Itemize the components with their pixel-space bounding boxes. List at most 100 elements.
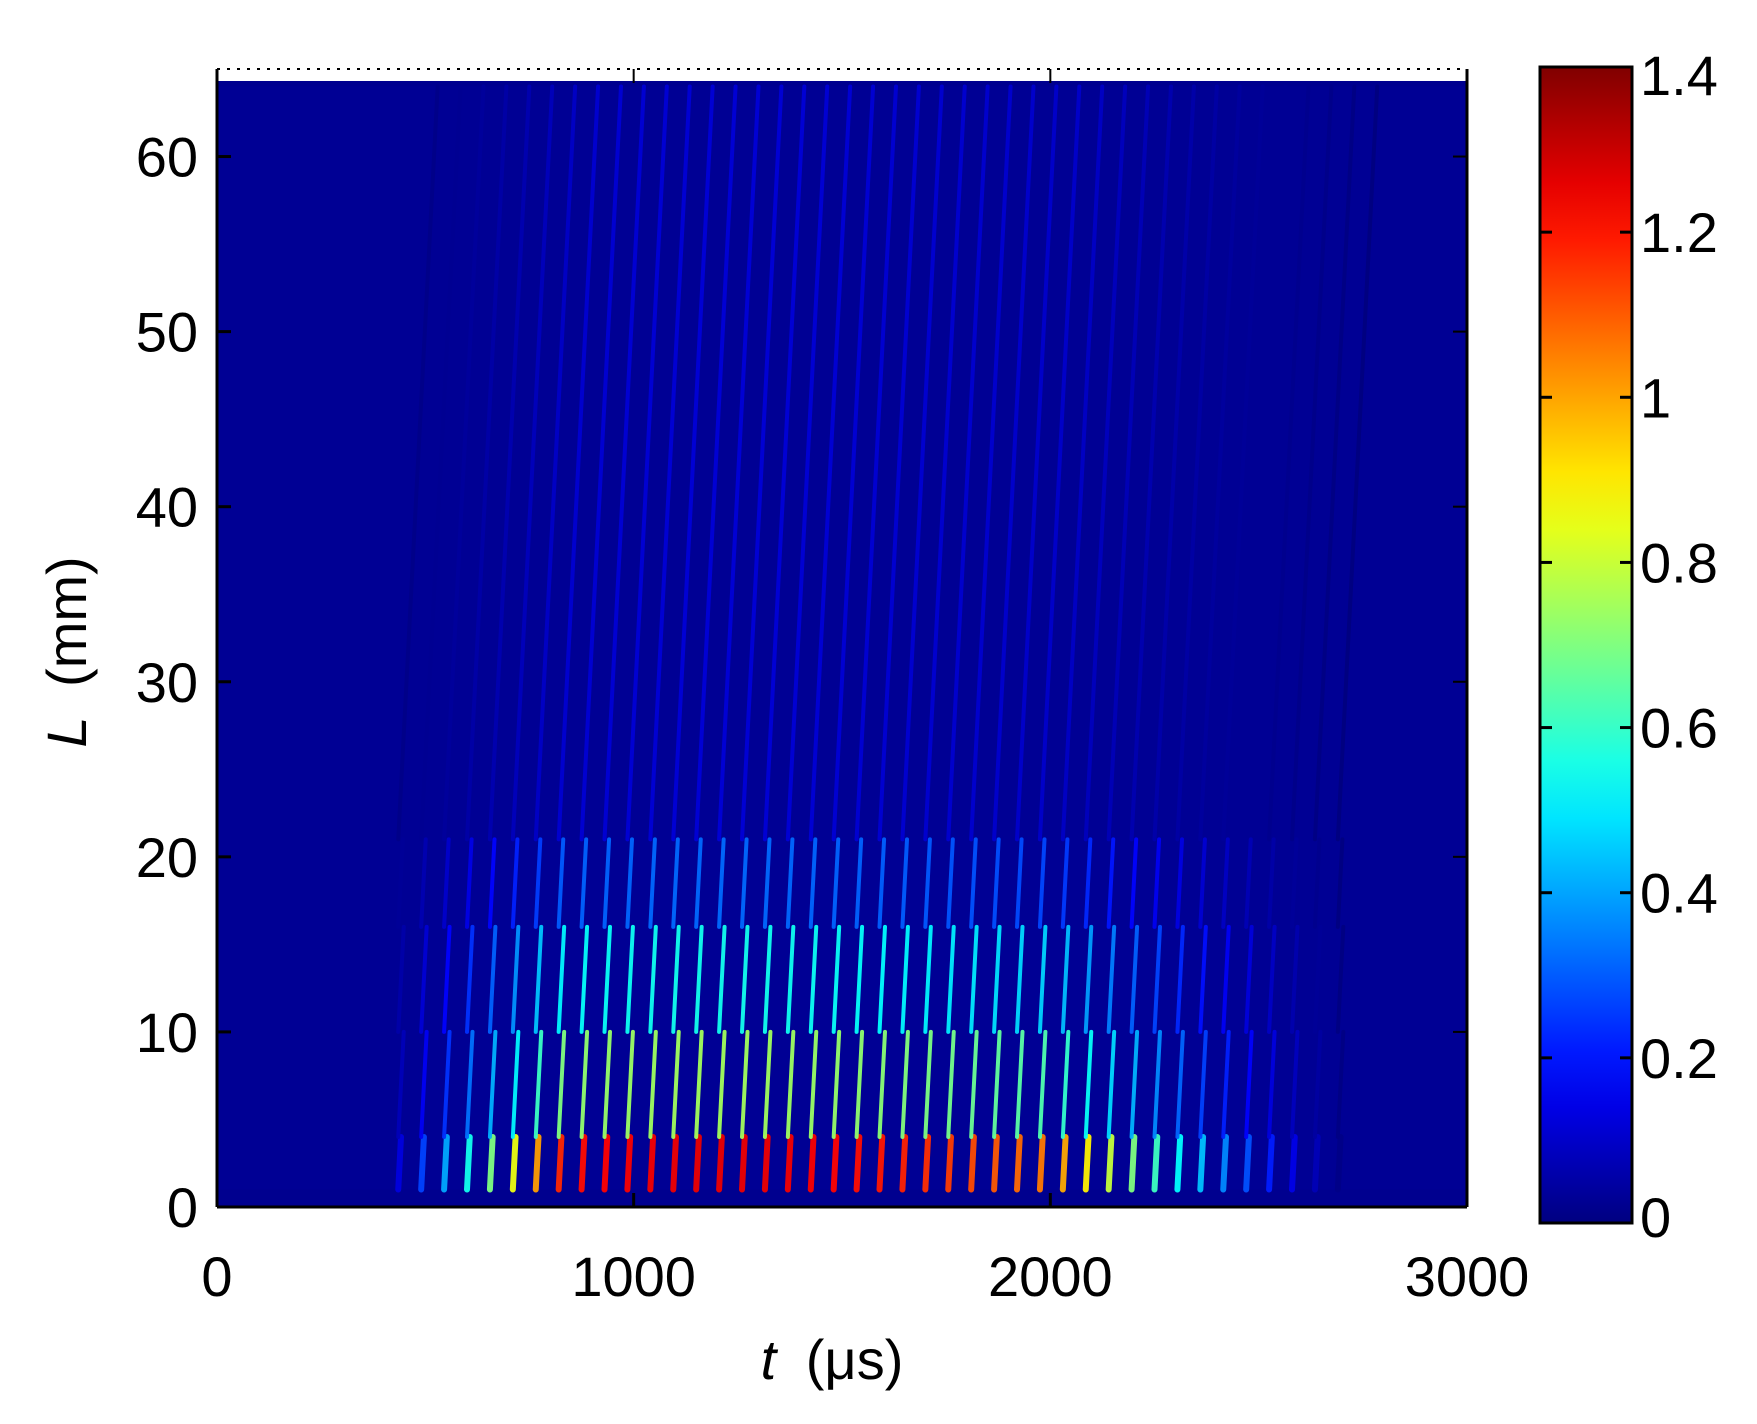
wave-stripe — [532, 1133, 542, 1193]
wave-stripe — [1244, 1029, 1254, 1139]
wave-stripe — [900, 924, 910, 1034]
wave-stripe — [900, 1029, 910, 1139]
wave-stripe — [1335, 837, 1345, 929]
wave-stripe — [419, 1029, 429, 1139]
colorbar: 0 0.2 0.4 0.6 0.8 1 1.2 1.4 — [1538, 44, 1718, 1249]
wave-stripe — [1152, 1029, 1162, 1139]
wave-stripe — [877, 84, 921, 842]
wave-stripe — [1198, 837, 1207, 929]
wave-stripe — [992, 84, 1036, 842]
y-tick-label: 10 — [136, 1001, 198, 1064]
wave-stripe — [1082, 1133, 1092, 1193]
wave-stripe — [1290, 1029, 1300, 1139]
wave-stripe — [419, 924, 429, 1034]
wave-stripe — [991, 1133, 1000, 1193]
wave-stripe — [1221, 1029, 1231, 1139]
wave-stripe — [624, 1133, 634, 1193]
wave-stripe — [671, 924, 681, 1034]
wave-stripe — [648, 1029, 658, 1139]
wave-stripe — [740, 924, 750, 1034]
wave-stripe — [831, 84, 876, 842]
wave-stripe — [487, 84, 532, 842]
wave-stripe — [579, 924, 590, 1034]
wave-stripe — [442, 1029, 452, 1139]
y-tick-label: 0 — [167, 1176, 198, 1239]
wave-stripe — [1311, 1133, 1321, 1193]
wave-stripe — [670, 1133, 679, 1193]
wave-stripe — [1083, 837, 1093, 929]
wave-stripe — [831, 924, 842, 1034]
wave-stripe — [1267, 837, 1276, 929]
wave-stripe — [465, 84, 509, 842]
wave-stripe — [717, 1029, 727, 1139]
wave-stripe — [441, 1133, 450, 1193]
wave-stripe — [647, 1133, 657, 1193]
colorbar-tick-label: 1.4 — [1640, 44, 1718, 107]
wave-stripe — [510, 1029, 521, 1139]
wave-stripe — [1198, 84, 1242, 842]
wave-stripe — [396, 84, 440, 842]
wave-stripe — [1244, 837, 1253, 929]
y-tick-label: 20 — [136, 826, 198, 889]
wave-stripe — [853, 1133, 863, 1193]
wave-stripe — [830, 1133, 840, 1193]
wave-stripe — [1290, 837, 1299, 929]
wave-stripe — [1059, 1133, 1069, 1193]
y-tick-label: 50 — [136, 301, 198, 364]
wave-stripe — [1037, 1029, 1048, 1139]
y-axis-variable: L — [35, 717, 98, 748]
wave-stripe — [579, 1029, 590, 1139]
wave-stripe — [1083, 84, 1128, 842]
wave-stripe — [1129, 924, 1140, 1034]
wave-stripe — [854, 84, 898, 842]
wave-stripe — [877, 1029, 887, 1139]
wave-stripe — [602, 924, 612, 1034]
wave-stripe — [946, 1029, 956, 1139]
wave-stripe — [465, 1029, 475, 1139]
colorbar-fill — [1538, 65, 1634, 1225]
wave-stripe — [533, 84, 578, 842]
wave-stripe — [579, 84, 623, 842]
wave-stripe — [533, 924, 544, 1034]
wave-stripe — [1015, 84, 1059, 842]
wave-stripe — [808, 924, 819, 1034]
y-ticks: 0 10 20 30 40 50 60 — [136, 126, 1467, 1239]
wave-stripe — [992, 924, 1002, 1034]
wave-stripe — [625, 837, 634, 929]
wave-stripe — [1129, 837, 1139, 929]
wave-stripe — [1290, 924, 1300, 1034]
wave-stripe — [876, 1133, 886, 1193]
wave-stripe — [1152, 924, 1162, 1034]
wave-stripe — [1060, 1029, 1071, 1139]
colorbar-ticks: 0 0.2 0.4 0.6 0.8 1 1.2 1.4 — [1540, 44, 1718, 1249]
wave-stripe — [1129, 1029, 1140, 1139]
wave-stripe — [762, 84, 807, 842]
wave-stripe — [1312, 924, 1323, 1034]
wave-stripe — [1015, 837, 1024, 929]
wave-stripe — [922, 1133, 932, 1193]
wave-stripe — [487, 837, 497, 929]
wave-stripe — [831, 1029, 842, 1139]
wave-stripe — [1014, 1133, 1023, 1193]
wave-stripe — [602, 84, 646, 842]
wave-stripe — [784, 1133, 794, 1193]
axes-frame — [215, 68, 1469, 1209]
wave-stripe — [945, 1133, 954, 1193]
wave-stripe — [992, 837, 1001, 929]
wave-stripe — [968, 1133, 977, 1193]
colorbar-tick-label: 0.6 — [1640, 697, 1718, 760]
wave-stripe — [785, 924, 796, 1034]
wave-stripe — [900, 84, 944, 842]
wave-stripe — [761, 1133, 771, 1193]
wave-stripe — [1335, 1029, 1346, 1139]
wave-stripe — [923, 1029, 933, 1139]
wave-stripe — [579, 837, 589, 929]
wave-stripe — [465, 837, 474, 929]
wave-stripe — [946, 837, 955, 929]
wave-stripe — [900, 837, 909, 929]
wave-stripe — [396, 837, 405, 929]
heatmap-field — [217, 84, 1467, 1193]
x-tick-label: 2000 — [988, 1245, 1113, 1308]
wave-stripe — [1221, 924, 1231, 1034]
